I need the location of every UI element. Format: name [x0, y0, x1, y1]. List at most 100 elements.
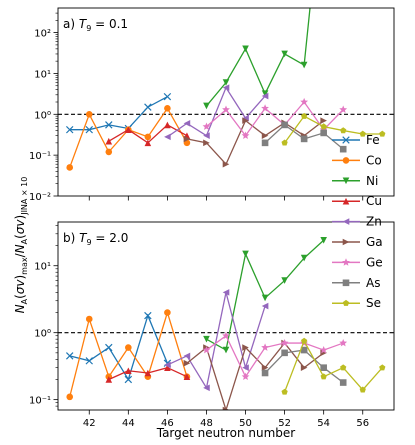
- data-point-cu: [144, 139, 152, 147]
- series-group: [65, 236, 386, 410]
- x-tick-label: 42: [83, 418, 96, 429]
- data-point-ni: [261, 90, 269, 97]
- data-point-ge: [339, 338, 348, 347]
- y-tick-label: 10⁻²: [29, 192, 51, 203]
- data-point-cu: [164, 364, 171, 371]
- data-point-fe: [65, 352, 74, 360]
- y-tick-label: 10⁰: [34, 329, 51, 340]
- data-point-se: [281, 388, 288, 395]
- data-point-fe: [144, 311, 152, 320]
- x-tick-label: 44: [122, 418, 135, 429]
- data-point-ga: [183, 359, 191, 367]
- data-point-ga: [222, 160, 230, 168]
- legend: Fe Co Ni Cu Zn Ga Ge As Se: [332, 133, 383, 310]
- panel-title: a) T9 = 0.1: [63, 17, 128, 33]
- legend-label: Se: [366, 296, 381, 310]
- data-point-ge: [280, 338, 289, 347]
- data-point-co: [66, 393, 74, 401]
- x-tick-label: 56: [356, 418, 369, 429]
- panel-a: 10⁻² 10⁻¹ 10⁰ 10¹ 10² a) T9 = 0.1: [29, 7, 395, 203]
- data-point-zn: [222, 289, 230, 296]
- y-axis-label: NA(σv)max/NA(σv)JINA × 10: [13, 177, 29, 314]
- data-point-zn: [164, 361, 171, 369]
- series-line-ga: [186, 342, 325, 410]
- data-point-ni: [320, 236, 327, 244]
- legend-entry-as: As: [332, 276, 380, 290]
- y-tick-label: 10¹: [34, 69, 51, 80]
- data-point-zn: [242, 364, 249, 371]
- data-point-co: [125, 344, 132, 351]
- data-point-ga: [222, 406, 230, 410]
- data-point-ge: [202, 345, 211, 354]
- data-point-zn: [183, 352, 191, 360]
- data-point-co: [85, 110, 93, 118]
- data-point-as: [339, 379, 347, 386]
- data-point-ga: [300, 364, 308, 371]
- data-point-cu: [105, 376, 113, 383]
- data-point-se: [320, 123, 327, 130]
- series-line-fe: [69, 313, 169, 382]
- data-point-as: [281, 121, 288, 129]
- legend-label: As: [366, 276, 380, 290]
- data-point-ni: [300, 61, 308, 69]
- data-point-as: [261, 139, 269, 147]
- data-point-fe: [85, 357, 93, 365]
- data-point-co: [105, 148, 113, 156]
- data-point-as: [300, 135, 308, 143]
- data-point-se: [379, 364, 386, 371]
- data-point-as: [261, 369, 269, 377]
- legend-entry-co: Co: [332, 153, 382, 167]
- data-point-co: [144, 133, 152, 141]
- panel-title: b) T9 = 2.0: [63, 231, 128, 247]
- y-tick-label: 10¹: [34, 262, 51, 273]
- data-point-fe: [105, 121, 113, 129]
- data-point-se: [281, 139, 288, 146]
- legend-entry-se: Se: [332, 296, 381, 310]
- legend-marker: [342, 197, 350, 205]
- data-point-fe: [124, 375, 133, 384]
- legend-marker: [342, 238, 350, 246]
- data-point-zn: [183, 120, 191, 127]
- legend-entry-ga: Ga: [332, 235, 383, 249]
- data-point-ge: [202, 122, 211, 130]
- data-point-fe: [105, 343, 113, 352]
- data-point-se: [359, 130, 366, 137]
- data-point-ge: [261, 343, 269, 351]
- data-point-fe: [144, 103, 152, 111]
- data-point-ni: [242, 45, 249, 53]
- legend-entry-fe: Fe: [332, 133, 380, 147]
- legend-marker: [342, 299, 350, 306]
- series-line-zn: [167, 292, 266, 390]
- data-point-co: [66, 164, 74, 171]
- data-point-ni: [281, 277, 288, 284]
- data-point-zn: [261, 302, 269, 310]
- data-point-se: [340, 127, 347, 134]
- series-line-se: [284, 115, 383, 144]
- data-point-fe: [163, 92, 172, 101]
- data-point-as: [339, 145, 347, 153]
- data-point-co: [85, 315, 93, 323]
- data-point-cu: [164, 121, 171, 129]
- panels: 10⁻² 10⁻¹ 10⁰ 10¹ 10² a) T9 = 0.1 10⁻¹ 10⁰ 10¹ 42…: [29, 7, 395, 429]
- data-point-ni: [222, 346, 230, 354]
- data-point-ni: [222, 79, 230, 86]
- data-point-as: [281, 349, 288, 357]
- data-point-zn: [164, 133, 171, 141]
- legend-label: Fe: [366, 133, 380, 147]
- y-tick-label: 10⁻¹: [29, 396, 51, 407]
- data-point-ge: [300, 97, 309, 106]
- legend-label: Ni: [366, 174, 378, 188]
- data-point-zn: [261, 92, 269, 100]
- data-point-zn: [222, 84, 230, 91]
- series-line-fe: [69, 96, 168, 131]
- data-point-ni: [261, 294, 269, 302]
- data-point-ga: [320, 117, 327, 124]
- legend-marker: [342, 258, 350, 266]
- data-point-co: [164, 309, 171, 316]
- data-point-ge: [241, 131, 250, 139]
- data-point-se: [379, 130, 386, 137]
- x-tick-label: 46: [161, 418, 174, 429]
- x-tick-label: 52: [278, 418, 291, 429]
- x-tick-label: 54: [317, 418, 330, 429]
- legend-marker: [342, 177, 350, 185]
